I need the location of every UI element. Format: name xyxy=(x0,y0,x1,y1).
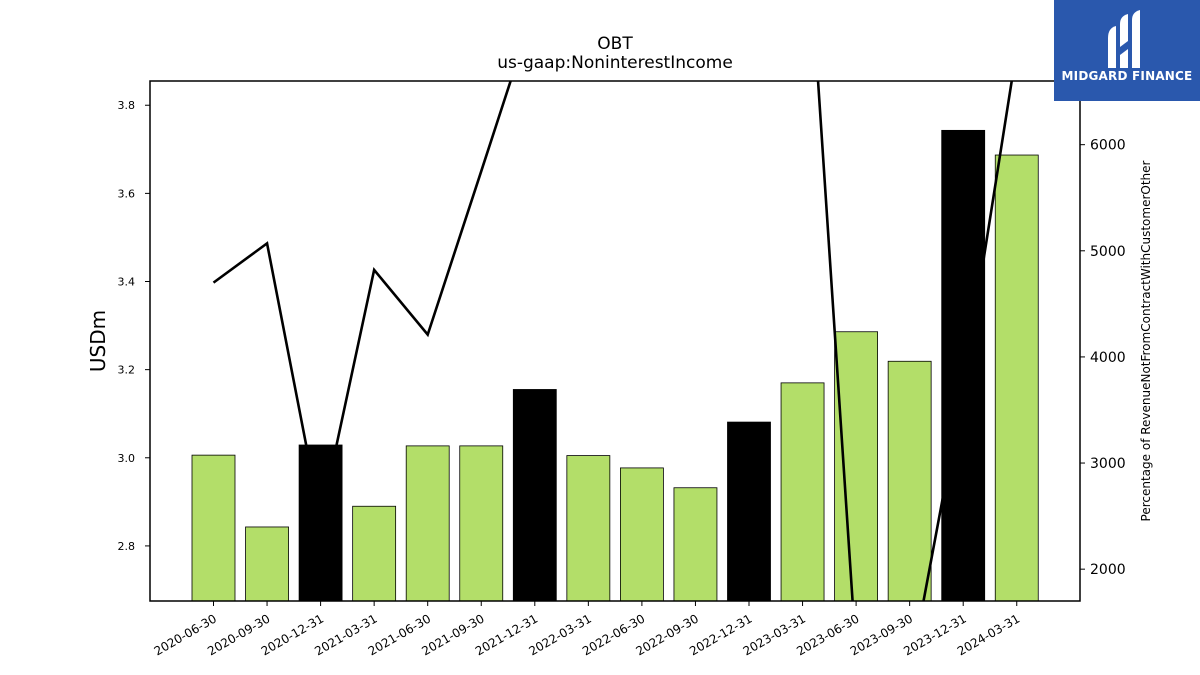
y-tick-label: 3.2 xyxy=(118,364,136,377)
line-series xyxy=(212,81,1014,601)
bar-2023-03-31 xyxy=(780,382,825,602)
bar-2023-09-30 xyxy=(887,360,932,602)
bar-2023-06-30 xyxy=(834,331,878,602)
y-right-tick-label: 6000 xyxy=(1090,138,1126,154)
bar-2021-03-31 xyxy=(352,505,397,602)
bar-2020-06-30 xyxy=(191,454,236,602)
y-tick-label: 3.8 xyxy=(118,99,136,112)
y-tick-label: 3.4 xyxy=(118,276,136,289)
logo-mark-icon xyxy=(1108,10,1140,68)
bar-2020-09-30 xyxy=(245,526,289,602)
y-tick-label: 3.0 xyxy=(118,452,136,465)
x-axis: 2020-06-302020-09-302020-12-312021-03-31… xyxy=(152,601,1022,658)
chart-subtitle: us-gaap:NoninterestIncome xyxy=(497,53,733,73)
chart-title: OBT xyxy=(597,34,633,54)
y-tick-label: 3.6 xyxy=(118,187,136,200)
y-tick-label: 2.8 xyxy=(118,540,136,553)
bar-2023-12-31 xyxy=(941,129,986,602)
logo-text: MIDGARD FINANCE xyxy=(1061,69,1193,83)
bar-2021-09-30 xyxy=(459,445,504,602)
y-right-tick-label: 3000 xyxy=(1090,456,1126,472)
bar-2022-12-31 xyxy=(727,421,771,602)
y-axis-right-label: Percentage of RevenueNotFromContractWith… xyxy=(1139,160,1153,521)
bar-2022-06-30 xyxy=(620,467,664,602)
bar-2022-09-30 xyxy=(673,487,718,602)
y-axis-right: 2000 3000 4000 5000 6000 xyxy=(1080,138,1126,578)
bar-2020-12-31 xyxy=(298,444,343,602)
y-axis-left: 2.8 3.0 3.2 3.4 3.6 3.8 xyxy=(118,99,150,553)
y-right-tick-label: 2000 xyxy=(1090,562,1126,578)
line-series-path xyxy=(212,81,1014,601)
bars xyxy=(191,129,1039,602)
y-right-tick-label: 5000 xyxy=(1090,244,1126,260)
bar-2021-06-30 xyxy=(405,445,450,602)
y-axis-label: USDm xyxy=(86,310,110,372)
bar-2024-03-31 xyxy=(994,154,1039,602)
brand-logo: MIDGARD FINANCE xyxy=(1054,0,1200,101)
bar-2022-03-31 xyxy=(566,455,611,602)
plot-frame xyxy=(149,80,1081,602)
y-right-tick-label: 4000 xyxy=(1090,350,1126,366)
bar-2021-12-31 xyxy=(512,389,557,602)
